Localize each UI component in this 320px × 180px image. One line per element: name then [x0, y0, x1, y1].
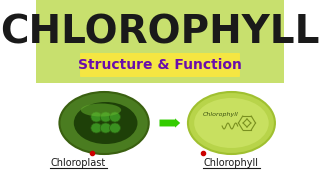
Ellipse shape [60, 92, 149, 154]
Ellipse shape [194, 98, 269, 148]
Ellipse shape [109, 123, 120, 133]
Ellipse shape [100, 123, 111, 133]
Bar [36, 83, 284, 180]
FancyBboxPatch shape [80, 53, 240, 77]
Ellipse shape [109, 112, 120, 122]
FancyArrow shape [158, 116, 182, 130]
Ellipse shape [74, 102, 138, 144]
Text: CHLOROPHYLL: CHLOROPHYLL [0, 13, 320, 51]
Ellipse shape [100, 112, 111, 122]
Text: Chlorophyll: Chlorophyll [203, 111, 238, 116]
Text: Structure & Function: Structure & Function [78, 58, 242, 72]
FancyBboxPatch shape [34, 0, 286, 87]
Text: Chloroplast: Chloroplast [51, 158, 106, 168]
Ellipse shape [91, 112, 102, 122]
Ellipse shape [188, 92, 275, 154]
Ellipse shape [91, 123, 102, 133]
Ellipse shape [81, 103, 121, 116]
Text: Chlorophyll: Chlorophyll [204, 158, 259, 168]
